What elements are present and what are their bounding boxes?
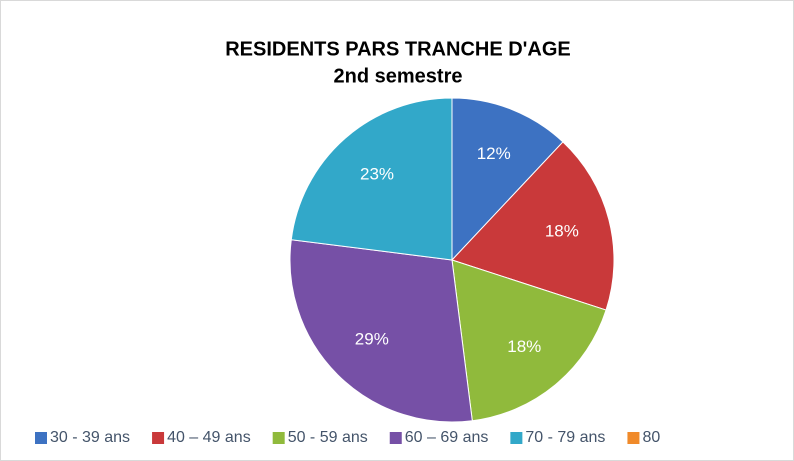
pie-slice xyxy=(451,259,607,422)
data-label: 18% xyxy=(545,221,579,240)
pie-slice xyxy=(451,141,615,311)
legend-swatch xyxy=(35,432,47,444)
data-label: 29% xyxy=(355,330,389,349)
legend-label: 60 – 69 ans xyxy=(405,429,489,446)
data-label: 18% xyxy=(507,337,541,356)
legend-label: 70 - 79 ans xyxy=(525,429,605,446)
legend-label: 50 - 59 ans xyxy=(288,429,368,446)
legend-swatch xyxy=(152,432,165,444)
legend-label: 80 xyxy=(642,429,660,446)
legend-swatch xyxy=(510,432,523,444)
pie-slice xyxy=(451,97,564,262)
data-label: 23% xyxy=(360,164,394,183)
legend-swatch xyxy=(627,432,640,444)
chart-subtitle: 2nd semestre xyxy=(334,65,463,87)
legend-label: 40 – 49 ans xyxy=(167,429,251,446)
pie-slice xyxy=(290,97,453,261)
legend-swatch xyxy=(272,432,285,444)
pie-slice xyxy=(289,239,473,423)
chart-title: RESIDENTS PARS TRANCHE D'AGE xyxy=(225,38,571,60)
legend-swatch xyxy=(389,432,402,444)
data-label: 12% xyxy=(477,144,511,163)
legend-label: 30 - 39 ans xyxy=(50,429,130,446)
